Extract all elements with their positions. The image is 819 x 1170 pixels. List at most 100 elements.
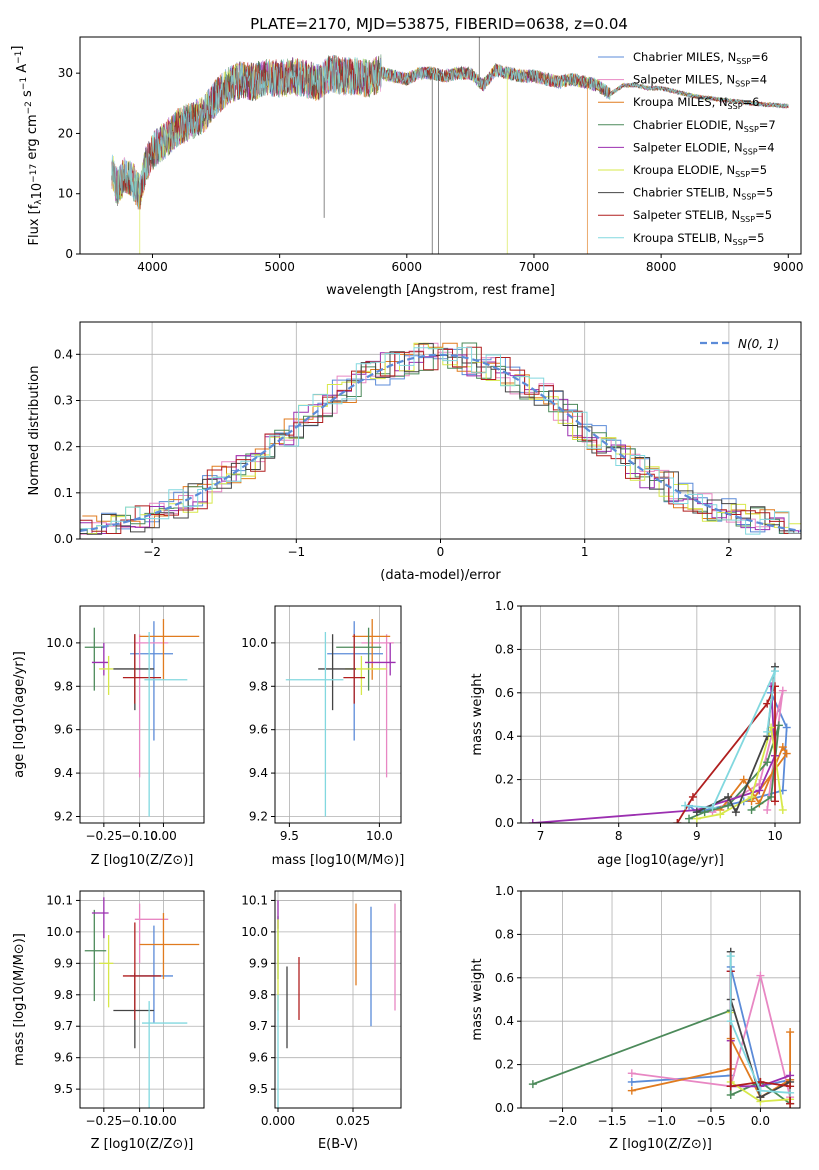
x-tick-label: 9.5 — [280, 829, 299, 843]
x-tick-label: −0.10 — [121, 829, 158, 843]
legend-entry: Chabrier ELODIE, NSSP=7 — [633, 118, 776, 134]
y-tick-label: 0.6 — [495, 686, 514, 700]
legend-sub: SSP — [743, 147, 758, 156]
x-tick-label: 2 — [725, 545, 733, 559]
y-axis-label-part: 10 — [30, 183, 45, 200]
legend-sub: SSP — [736, 57, 751, 66]
y-axis-label-part: λ — [34, 199, 44, 205]
y-axis-label-part: −2 — [24, 101, 34, 114]
legend-name: Chabrier STELIB, N — [633, 186, 741, 200]
y-tick-label: 9.8 — [54, 988, 73, 1002]
y-tick-label: 9.2 — [249, 809, 268, 823]
y-tick-label: 0.2 — [495, 773, 514, 787]
y-tick-label: 9.2 — [54, 809, 73, 823]
axes-weight-z: −2.0 −1.5 −1.0 −0.5 0.0 0.0 0.2 0.4 0.6 0.8 1.0 — [495, 884, 800, 1128]
y-tick-label: 0.0 — [54, 532, 73, 546]
y-tick-label: 20 — [58, 126, 73, 140]
x-tick-label: 0.0 — [751, 1114, 770, 1128]
x-axis-label: age [log10(age/yr)] — [597, 853, 724, 868]
legend-entry: Salpeter ELODIE, NSSP=4 — [633, 140, 775, 156]
y-tick-label: 9.6 — [54, 1051, 73, 1065]
spectrum-line — [111, 57, 789, 208]
legend-sub: SSP — [735, 80, 750, 89]
y-axis-label: mass [log10(M/M⊙)] — [12, 933, 27, 1066]
x-tick-label: 7000 — [519, 260, 550, 274]
y-tick-label: 9.9 — [249, 956, 268, 970]
legend-suffix: =6 — [743, 95, 760, 109]
legend-name: Salpeter ELODIE, N — [633, 140, 743, 154]
y-axis-label-part: Flux [f — [27, 204, 42, 245]
weight-line — [685, 670, 776, 809]
legend-entry: N(0, 1) — [738, 337, 779, 351]
legend-name: Chabrier ELODIE, N — [633, 118, 744, 132]
legend-suffix: =5 — [755, 208, 772, 222]
y-tick-label: 10.0 — [241, 636, 268, 650]
x-tick-label: −1 — [287, 545, 305, 559]
x-tick-label: 0.000 — [261, 1114, 295, 1128]
x-tick-label: −0.10 — [121, 1114, 158, 1128]
y-tick-label: 9.6 — [249, 1051, 268, 1065]
legend-suffix: =7 — [759, 118, 776, 132]
legend-suffix: =6 — [751, 50, 768, 64]
y-axis-label-part: −1 — [14, 51, 24, 64]
y-tick-label: 9.8 — [54, 679, 73, 693]
x-axis-label: Z [log10(Z/Z⊙)] — [91, 1137, 194, 1152]
y-tick-label: 0.2 — [495, 1058, 514, 1072]
x-tick-label: 9000 — [773, 260, 804, 274]
y-axis-label-part: −1 — [19, 77, 29, 90]
x-tick-label: 0.00 — [150, 829, 177, 843]
y-tick-label: 1.0 — [495, 599, 514, 613]
axes-frame — [79, 36, 802, 255]
spectrum-lines — [111, 37, 789, 254]
legend-name: Kroupa MILES, N — [633, 95, 728, 109]
y-axis-label-part: erg cm — [25, 114, 40, 163]
y-axis-label-part: −17 — [29, 164, 39, 183]
axes-frame — [520, 605, 801, 824]
legend-entry: Chabrier STELIB, NSSP=5 — [633, 186, 773, 202]
legend-suffix: =4 — [750, 73, 767, 87]
y-tick-label: 10.0 — [46, 925, 73, 939]
x-tick-label: 6000 — [392, 260, 423, 274]
legend-name: Kroupa ELODIE, N — [633, 163, 735, 177]
y-axis-label: mass weight — [470, 673, 485, 755]
legend-name: Kroupa STELIB, N — [633, 231, 733, 245]
error-bars — [84, 897, 200, 1108]
x-tick-label: 7 — [537, 829, 545, 843]
y-tick-label: 0.0 — [495, 1101, 514, 1115]
x-tick-label: 8 — [615, 829, 623, 843]
x-tick-label: −2 — [143, 545, 161, 559]
legend-entry: Kroupa STELIB, NSSP=5 — [633, 231, 764, 247]
y-tick-label: 9.8 — [249, 988, 268, 1002]
legend-entry: Kroupa ELODIE, NSSP=5 — [633, 163, 767, 179]
y-axis-label-part: s — [20, 90, 35, 101]
y-tick-label: 0.4 — [54, 347, 73, 361]
y-tick-label: 10 — [58, 187, 73, 201]
y-tick-label: 0.4 — [495, 1014, 514, 1028]
legend-sub: SSP — [744, 125, 759, 134]
legend-name: Salpeter STELIB, N — [633, 208, 740, 222]
hist-step-line — [82, 342, 801, 534]
y-tick-label: 0.0 — [495, 816, 514, 830]
hist-step-line — [80, 346, 801, 534]
x-tick-label: 0.025 — [336, 1114, 370, 1128]
legend-sub: SSP — [741, 193, 756, 202]
y-axis-label: Normed distribution — [27, 366, 42, 496]
y-tick-label: 10.1 — [46, 893, 73, 907]
y-tick-label: 0.2 — [54, 440, 73, 454]
error-bars — [84, 619, 200, 817]
x-tick-label: 5000 — [264, 260, 295, 274]
legend-suffix: =5 — [750, 163, 767, 177]
plot-layer: 4000 5000 6000 7000 8000 90000102030wavelengt… — [10, 36, 804, 1152]
weight-lines — [528, 662, 791, 823]
normal-curve — [80, 353, 801, 532]
y-tick-label: 30 — [58, 66, 73, 80]
axes-frame — [520, 890, 801, 1109]
y-tick-label: 0.8 — [495, 927, 514, 941]
hist-lines — [80, 342, 801, 535]
legend-entry: Kroupa MILES, NSSP=6 — [633, 95, 759, 111]
x-tick-label: −2.0 — [548, 1114, 577, 1128]
axes-spectrum: 4000 5000 6000 7000 8000 9000 0 10 20 30 — [58, 66, 804, 274]
figure-title: PLATE=2170, MJD=53875, FIBERID=0638, z=0… — [250, 15, 628, 33]
